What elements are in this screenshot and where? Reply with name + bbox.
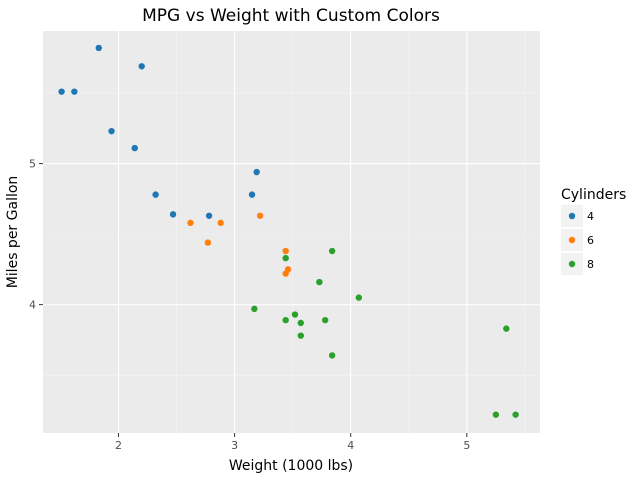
legend-label: 4 xyxy=(587,210,594,223)
chart-title: MPG vs Weight with Custom Colors xyxy=(142,6,440,26)
data-point-cyl-4 xyxy=(253,168,260,176)
data-point-cyl-8 xyxy=(503,325,510,332)
legend-key-marker xyxy=(568,236,576,244)
data-point-cyl-6 xyxy=(256,212,264,219)
y-tick-label: 4 xyxy=(29,299,36,312)
x-tick-label: 5 xyxy=(463,439,470,452)
data-point-cyl-6 xyxy=(282,270,289,277)
legend-key-marker xyxy=(568,212,576,220)
data-point-cyl-8 xyxy=(291,311,299,318)
data-point-cyl-4 xyxy=(58,88,65,95)
data-point-cyl-8 xyxy=(297,319,304,327)
data-point-cyl-8 xyxy=(328,247,336,255)
x-axis: 2 3 4 5 xyxy=(115,433,470,452)
x-tick-label: 3 xyxy=(231,439,238,452)
data-points xyxy=(58,44,519,418)
data-point-cyl-4 xyxy=(248,191,256,198)
y-axis-title: Miles per Gallon xyxy=(5,176,21,289)
data-point-cyl-6 xyxy=(187,219,194,227)
data-point-cyl-8 xyxy=(512,411,519,418)
plot-panel xyxy=(43,31,540,433)
data-point-cyl-6 xyxy=(204,239,212,246)
data-point-cyl-8 xyxy=(328,352,336,359)
data-point-cyl-8 xyxy=(297,332,304,339)
data-point-cyl-6 xyxy=(217,219,224,227)
data-point-cyl-8 xyxy=(355,294,363,301)
minor-gridlines xyxy=(43,31,540,433)
x-axis-title: Weight (1000 lbs) xyxy=(229,458,353,474)
data-point-cyl-4 xyxy=(138,63,145,70)
y-axis: 45 xyxy=(29,158,43,312)
x-tick-label: 4 xyxy=(347,439,354,452)
data-point-cyl-4 xyxy=(71,88,78,95)
legend-key-marker xyxy=(568,260,576,268)
data-point-cyl-8 xyxy=(282,254,289,262)
legend-title: Cylinders xyxy=(561,187,626,203)
data-point-cyl-8 xyxy=(251,305,258,313)
y-tick-label: 5 xyxy=(29,158,36,171)
data-point-cyl-8 xyxy=(321,316,329,324)
data-point-cyl-6 xyxy=(282,247,289,255)
legend: Cylinders 4 6 8 xyxy=(561,187,626,275)
x-tick-label: 2 xyxy=(115,439,122,452)
data-point-cyl-4 xyxy=(95,44,102,52)
legend-label: 8 xyxy=(587,258,594,271)
major-gridlines xyxy=(43,31,540,433)
data-point-cyl-4 xyxy=(169,211,177,218)
data-point-cyl-4 xyxy=(205,212,213,219)
legend-label: 6 xyxy=(587,234,594,247)
data-point-cyl-8 xyxy=(282,316,289,324)
data-point-cyl-8 xyxy=(492,411,500,418)
data-point-cyl-4 xyxy=(131,144,138,152)
data-point-cyl-4 xyxy=(108,127,115,135)
data-point-cyl-4 xyxy=(152,191,159,198)
data-point-cyl-8 xyxy=(316,278,323,286)
